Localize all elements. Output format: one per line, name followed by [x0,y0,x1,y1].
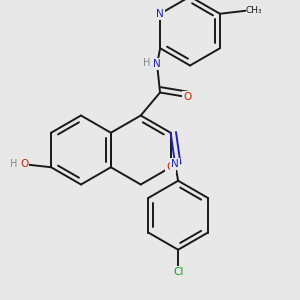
Text: H: H [10,159,17,169]
Text: O: O [183,92,191,102]
Text: N: N [156,9,164,19]
Text: Cl: Cl [173,267,183,277]
Text: O: O [167,162,175,172]
Text: N: N [171,159,179,169]
Text: H: H [143,58,150,68]
Text: O: O [20,159,28,169]
Text: N: N [153,59,161,69]
Text: CH₃: CH₃ [245,6,262,15]
